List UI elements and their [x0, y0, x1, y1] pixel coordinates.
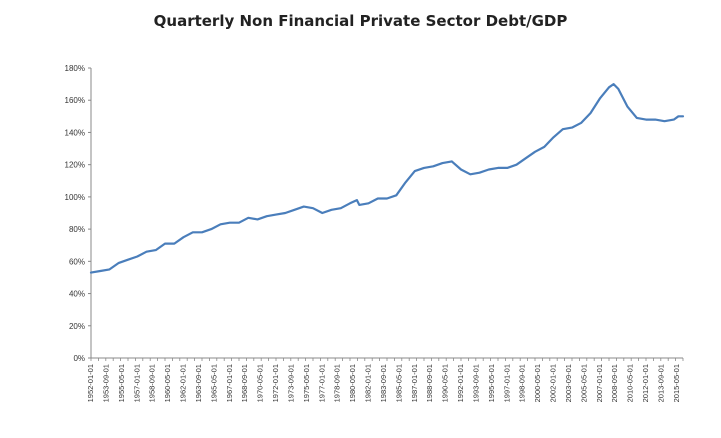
x-tick-label: 2013-09-01 — [656, 364, 665, 402]
x-tick-label: 2000-05-01 — [533, 364, 542, 402]
x-tick-label: 1993-09-01 — [471, 364, 480, 402]
y-tick-label: 180% — [65, 64, 85, 73]
y-axis: 0% 20% 40% 60% 80% 100% 120% 140% 160% 180% — [65, 64, 92, 363]
x-tick-label: 1997-01-01 — [502, 364, 511, 402]
y-tick-label: 160% — [65, 96, 85, 105]
chart-title: Quarterly Non Financial Private Sector D… — [153, 12, 568, 30]
x-tick-label: 1975-05-01 — [302, 364, 311, 402]
x-tick-label: 2002-01-01 — [549, 364, 558, 402]
x-tick-label: 2012-01-01 — [641, 364, 650, 402]
x-tick-label: 1987-01-01 — [410, 364, 419, 402]
x-tick-label: 1953-09-01 — [101, 364, 110, 402]
x-tick-label: 1965-05-01 — [209, 364, 218, 402]
x-tick-label: 1988-09-01 — [425, 364, 434, 402]
x-tick-label: 1990-05-01 — [441, 364, 450, 402]
x-tick-label: 1967-01-01 — [225, 364, 234, 402]
x-tick-label: 1963-09-01 — [194, 364, 203, 402]
x-tick-label: 1980-05-01 — [348, 364, 357, 402]
x-tick-label: 1955-05-01 — [117, 364, 126, 402]
y-tick-label: 40% — [69, 290, 85, 299]
x-tick-label: 2007-01-01 — [595, 364, 604, 402]
x-tick-label: 1983-09-01 — [379, 364, 388, 402]
y-tick-label: 100% — [65, 193, 85, 202]
x-tick-label: 1982-01-01 — [364, 364, 373, 402]
x-tick-label: 2008-09-01 — [610, 364, 619, 402]
x-tick-label: 2003-09-01 — [564, 364, 573, 402]
x-tick-label: 1995-05-01 — [487, 364, 496, 402]
x-tick-label: 1952-01-01 — [86, 364, 95, 402]
y-tick-label: 140% — [65, 128, 85, 137]
y-tick-label: 120% — [65, 161, 85, 170]
x-tick-label: 1957-01-01 — [132, 364, 141, 402]
x-tick-label: 1977-01-01 — [317, 364, 326, 402]
x-tick-label: 1973-09-01 — [286, 364, 295, 402]
x-tick-label: 1968-09-01 — [240, 364, 249, 402]
y-tick-label: 80% — [69, 225, 85, 234]
x-tick-label: 2010-05-01 — [626, 364, 635, 402]
x-tick-label: 1970-05-01 — [256, 364, 265, 402]
x-tick-label: 1962-01-01 — [179, 364, 188, 402]
x-tick-label: 1978-09-01 — [333, 364, 342, 402]
x-axis: 1952-01-01 1953-09-01 1955-05-01 1957-01-01… — [86, 357, 684, 402]
y-tick-label: 60% — [69, 257, 85, 266]
x-tick-label: 2005-05-01 — [579, 364, 588, 402]
x-tick-label: 1998-09-01 — [518, 364, 527, 402]
x-tick-label: 1985-05-01 — [394, 364, 403, 402]
x-tick-label: 1992-01-01 — [456, 364, 465, 402]
plot-area — [89, 82, 685, 274]
x-tick-label: 1958-09-01 — [148, 364, 157, 402]
x-tick-label: 2015-05-01 — [672, 364, 681, 402]
y-tick-label: 0% — [73, 354, 85, 363]
x-tick-label: 1972-01-01 — [271, 364, 280, 402]
series-line — [89, 82, 685, 274]
x-tick-label: 1960-05-01 — [163, 364, 172, 402]
y-tick-label: 20% — [69, 322, 85, 331]
